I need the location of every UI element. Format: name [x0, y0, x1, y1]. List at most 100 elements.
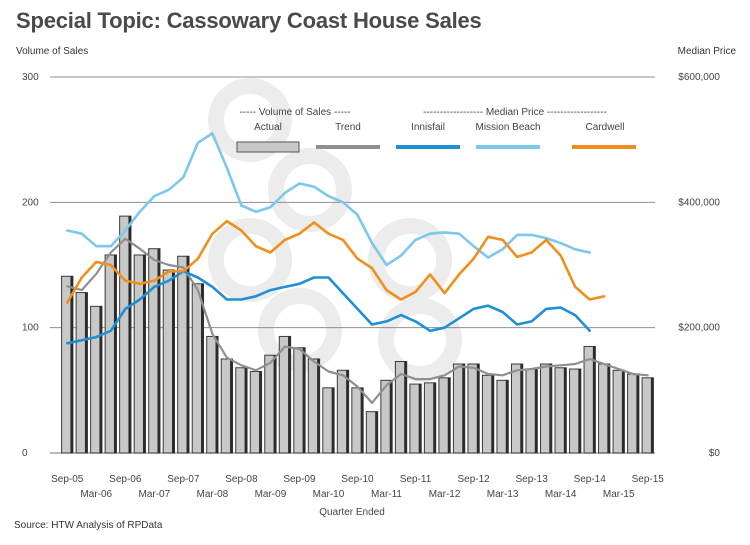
volume-bar-shadow [288, 336, 291, 453]
legend-label-actual: Actual [254, 122, 282, 133]
x-tick-label: Sep-12 [457, 474, 490, 485]
volume-bar [365, 411, 379, 454]
volume-bar-shadow [360, 387, 364, 453]
y-tick-label: 100 [22, 323, 39, 334]
watermark-ring [368, 218, 452, 302]
y-tick-label: 0 [22, 448, 28, 459]
volume-bar-shadow [563, 367, 567, 453]
volume-bar-shadow [215, 336, 219, 453]
y2-tick-label: $200,000 [678, 323, 720, 334]
x-tick-label: Sep-15 [632, 474, 665, 485]
trend-line [66, 237, 649, 404]
volume-bar-shadow [157, 248, 160, 453]
volume-bar-shadow [273, 355, 277, 453]
volume-bar-shadow [607, 364, 610, 453]
x-axis-title: Quarter Ended [319, 507, 385, 518]
chart-title: Special Topic: Cassowary Coast House Sal… [16, 8, 482, 33]
axis-labels: 0 100 200 300 $0 $200,000 $400,000 $600,000 Sep-… [22, 72, 720, 500]
x-tick-label: Sep-11 [400, 474, 432, 485]
volume-bar-shadow [186, 256, 190, 453]
x-tick-label: Mar-11 [371, 489, 402, 500]
volume-bar-shadow [142, 254, 146, 453]
legend-group-volume: ----- Volume of Sales ----- [239, 107, 350, 118]
x-tick-label: Sep-05 [51, 474, 84, 485]
x-tick-label: Mar-09 [255, 489, 287, 500]
x-tick-label: Mar-06 [80, 489, 112, 500]
volume-bars [61, 215, 654, 454]
x-tick-label: Sep-14 [574, 474, 607, 485]
x-tick-label: Mar-08 [197, 489, 229, 500]
y2-tick-label: $400,000 [678, 197, 720, 208]
y-tick-label: 200 [22, 197, 39, 208]
volume-bar-shadow [244, 367, 248, 453]
volume-bar-shadow [389, 380, 393, 453]
x-tick-label: Mar-15 [603, 489, 635, 500]
volume-bar-shadow [433, 382, 436, 453]
volume-bar-shadow [113, 254, 117, 453]
watermark-ring [378, 298, 462, 382]
x-tick-label: Sep-13 [516, 474, 549, 485]
volume-bar-shadow [534, 369, 538, 453]
innisfail-line [66, 269, 592, 345]
x-tick-label: Sep-10 [341, 474, 374, 485]
volume-bar-shadow [462, 364, 465, 453]
volume-bar-shadow [99, 306, 102, 453]
x-tick-label: Mar-13 [487, 489, 519, 500]
volume-bar [133, 254, 146, 454]
watermark-ring [268, 148, 352, 232]
x-tick-label: Sep-09 [283, 474, 316, 485]
volume-bar-shadow [520, 364, 523, 453]
x-tick-label: Mar-07 [138, 489, 170, 500]
y2-tick-label: $0 [709, 448, 721, 459]
right-axis-title: Median Price [677, 46, 736, 57]
left-axis-title: Volume of Sales [16, 46, 89, 57]
volume-bar-shadow [70, 276, 73, 453]
volume-bar [293, 347, 306, 454]
x-tick-label: Sep-07 [167, 474, 200, 485]
volume-bar-shadow [418, 384, 422, 453]
volume-bar-shadow [84, 292, 88, 453]
volume-bar-shadow [172, 270, 175, 453]
volume-bar-shadow [230, 359, 233, 453]
volume-bar-shadow [302, 347, 306, 453]
volume-bar [409, 383, 422, 454]
legend: ----- Volume of Sales ----- ------------… [236, 107, 636, 153]
legend-label-innisfail: Innisfail [411, 122, 445, 133]
volume-bar-shadow [636, 374, 639, 453]
volume-bar-shadow [404, 361, 407, 453]
x-tick-label: Mar-14 [545, 489, 577, 500]
watermark-ring [208, 78, 292, 162]
volume-bar [481, 374, 495, 454]
y-tick-label: 300 [22, 72, 39, 83]
legend-label-cardwell: Cardwell [586, 122, 625, 133]
volume-bar [177, 255, 190, 454]
x-tick-label: Sep-06 [109, 474, 142, 485]
volume-bar-shadow [592, 346, 596, 453]
volume-bar-shadow [317, 359, 320, 453]
volume-bar-shadow [346, 370, 349, 453]
volume-bar-shadow [621, 370, 625, 453]
volume-bar-shadow [549, 364, 552, 453]
volume-bar-shadow [505, 380, 509, 453]
source-note: Source: HTW Analysis of RPData [14, 520, 163, 531]
volume-bar-shadow [491, 375, 494, 453]
volume-bar-shadow [128, 216, 131, 453]
legend-label-mission-beach: Mission Beach [475, 122, 540, 133]
legend-label-trend: Trend [335, 122, 361, 133]
y2-tick-label: $600,000 [678, 72, 720, 83]
volume-bar-shadow [375, 411, 378, 453]
watermark-ring [208, 218, 292, 302]
volume-bar-shadow [578, 369, 581, 453]
volume-bar-shadow [650, 377, 654, 453]
cardwell-line [66, 219, 606, 304]
volume-bar-shadow [201, 283, 204, 453]
x-tick-label: Mar-12 [429, 489, 461, 500]
volume-bar-shadow [259, 371, 262, 453]
legend-group-price: ------------------ Median Price --------… [423, 107, 607, 118]
volume-bar-shadow [331, 387, 335, 453]
volume-bar-shadow [447, 377, 451, 453]
volume-bar-shadow [476, 364, 480, 453]
x-tick-label: Sep-08 [225, 474, 258, 485]
series-lines [66, 132, 649, 404]
